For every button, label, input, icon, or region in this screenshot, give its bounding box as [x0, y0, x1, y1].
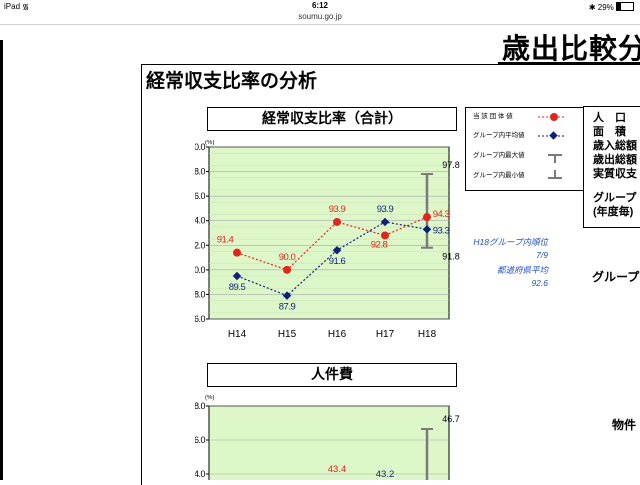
chart-title-total: 経常収支比率（合計）	[207, 107, 457, 131]
legend-avg-marker	[549, 131, 558, 140]
range-min-label: 91.8	[442, 252, 460, 262]
point-own	[381, 231, 389, 240]
legend-symbols	[538, 113, 566, 179]
plot-area	[208, 405, 450, 480]
y-tick-label: 98.0	[195, 167, 205, 177]
status-device: iPad ᯾	[4, 2, 30, 11]
data-label-own: 90.0	[279, 252, 296, 263]
data-label-avg: 87.9	[279, 302, 296, 313]
rank-value: 7/9	[536, 250, 548, 260]
document-title: 歳出比較分	[502, 32, 640, 65]
legend-item-min: グループ内最小値	[473, 172, 525, 179]
data-label-own: 91.4	[217, 235, 234, 246]
status-bar: iPad ᯾ 6:12 ✱ 29%	[0, 0, 640, 12]
range-max-label: 97.8	[442, 160, 460, 170]
point-avg	[282, 291, 292, 300]
data-label-own: 92.8	[371, 239, 388, 250]
y-tick-label: 94.0	[195, 216, 205, 226]
y-unit-label: (%)	[205, 140, 214, 146]
chart-personnel: (%)48.0 46.0 44.0 46.7 43.4 43.2	[195, 395, 460, 480]
legend-item-max: グループ内最大値	[473, 152, 525, 159]
legend-item-avg: グループ内平均値	[473, 132, 525, 139]
data-label-avg: 43.2	[376, 469, 395, 480]
x-tick-label: H14	[228, 329, 247, 340]
point-own	[423, 213, 431, 222]
data-label-own: 93.9	[329, 204, 346, 215]
section-title: 経常収支比率の分析	[146, 70, 318, 92]
y-tick-label: 86.0	[195, 314, 205, 324]
legend-own-marker	[550, 113, 558, 121]
data-label-own: 43.4	[328, 464, 347, 475]
y-tick-label: 88.0	[195, 289, 205, 299]
point-avg	[422, 225, 432, 234]
data-label-avg: 89.5	[229, 282, 246, 293]
chart-total: (%)100.0 98.0 96.0 94.0 92.0 90.0 88.0 86.0 H14 H…	[195, 140, 460, 340]
status-battery: ✱ 29%	[589, 1, 634, 12]
point-own	[333, 217, 341, 226]
y-tick-label: 96.0	[195, 191, 205, 201]
y-tick-label: 48.0	[195, 401, 205, 411]
chart-legend: 当 該 団 体 値 グループ内平均値 グループ内最大値 グループ内最小値	[465, 107, 585, 191]
point-avg	[332, 245, 342, 255]
x-tick-label: H17	[376, 329, 395, 340]
point-own	[233, 248, 241, 257]
page-edge	[0, 40, 3, 480]
y-tick-label: 90.0	[195, 265, 205, 275]
chart-title-personnel: 人件費	[207, 363, 457, 387]
goods-label: 物件	[612, 418, 637, 432]
section-frame	[141, 64, 640, 485]
point-avg	[232, 271, 242, 281]
battery-icon	[616, 2, 634, 11]
wifi-icon: ᯾	[22, 2, 30, 11]
rank-label: H18グループ内順位	[473, 237, 548, 247]
data-label-avg: 93.9	[377, 204, 394, 215]
y-tick-label: 100.0	[195, 142, 205, 152]
data-label-avg: 93.3	[433, 225, 450, 236]
y-tick-label: 46.0	[195, 435, 205, 445]
toolbar-divider	[0, 24, 640, 25]
y-tick-label: 44.0	[195, 469, 205, 479]
point-avg	[380, 217, 390, 227]
point-own	[283, 265, 291, 274]
x-tick-label: H18	[418, 329, 437, 340]
range-max-label: 46.7	[442, 414, 460, 424]
legend-item-own: 当 該 団 体 値	[473, 113, 513, 120]
pref-avg-label: 都道府県平均	[496, 265, 548, 275]
x-tick-label: H16	[328, 329, 347, 340]
y-tick-label: 92.0	[195, 240, 205, 250]
status-time: 6:12	[311, 1, 328, 10]
title-underline	[498, 62, 640, 64]
x-tick-label: H15	[278, 329, 297, 340]
info-box: 人 口 面 積 歳入総額 歳出総額 実質収支 グループ (年度毎)	[583, 106, 640, 228]
y-unit-label: (%)	[205, 395, 214, 401]
plot-area	[208, 146, 450, 320]
data-label-avg: 91.6	[329, 256, 346, 267]
group-label: グループ	[592, 270, 640, 284]
pref-avg-value: 92.6	[531, 278, 548, 288]
data-label-own: 94.3	[433, 209, 450, 220]
bluetooth-icon: ✱	[588, 3, 596, 12]
address-bar[interactable]: soumu.go.jp	[298, 12, 342, 21]
